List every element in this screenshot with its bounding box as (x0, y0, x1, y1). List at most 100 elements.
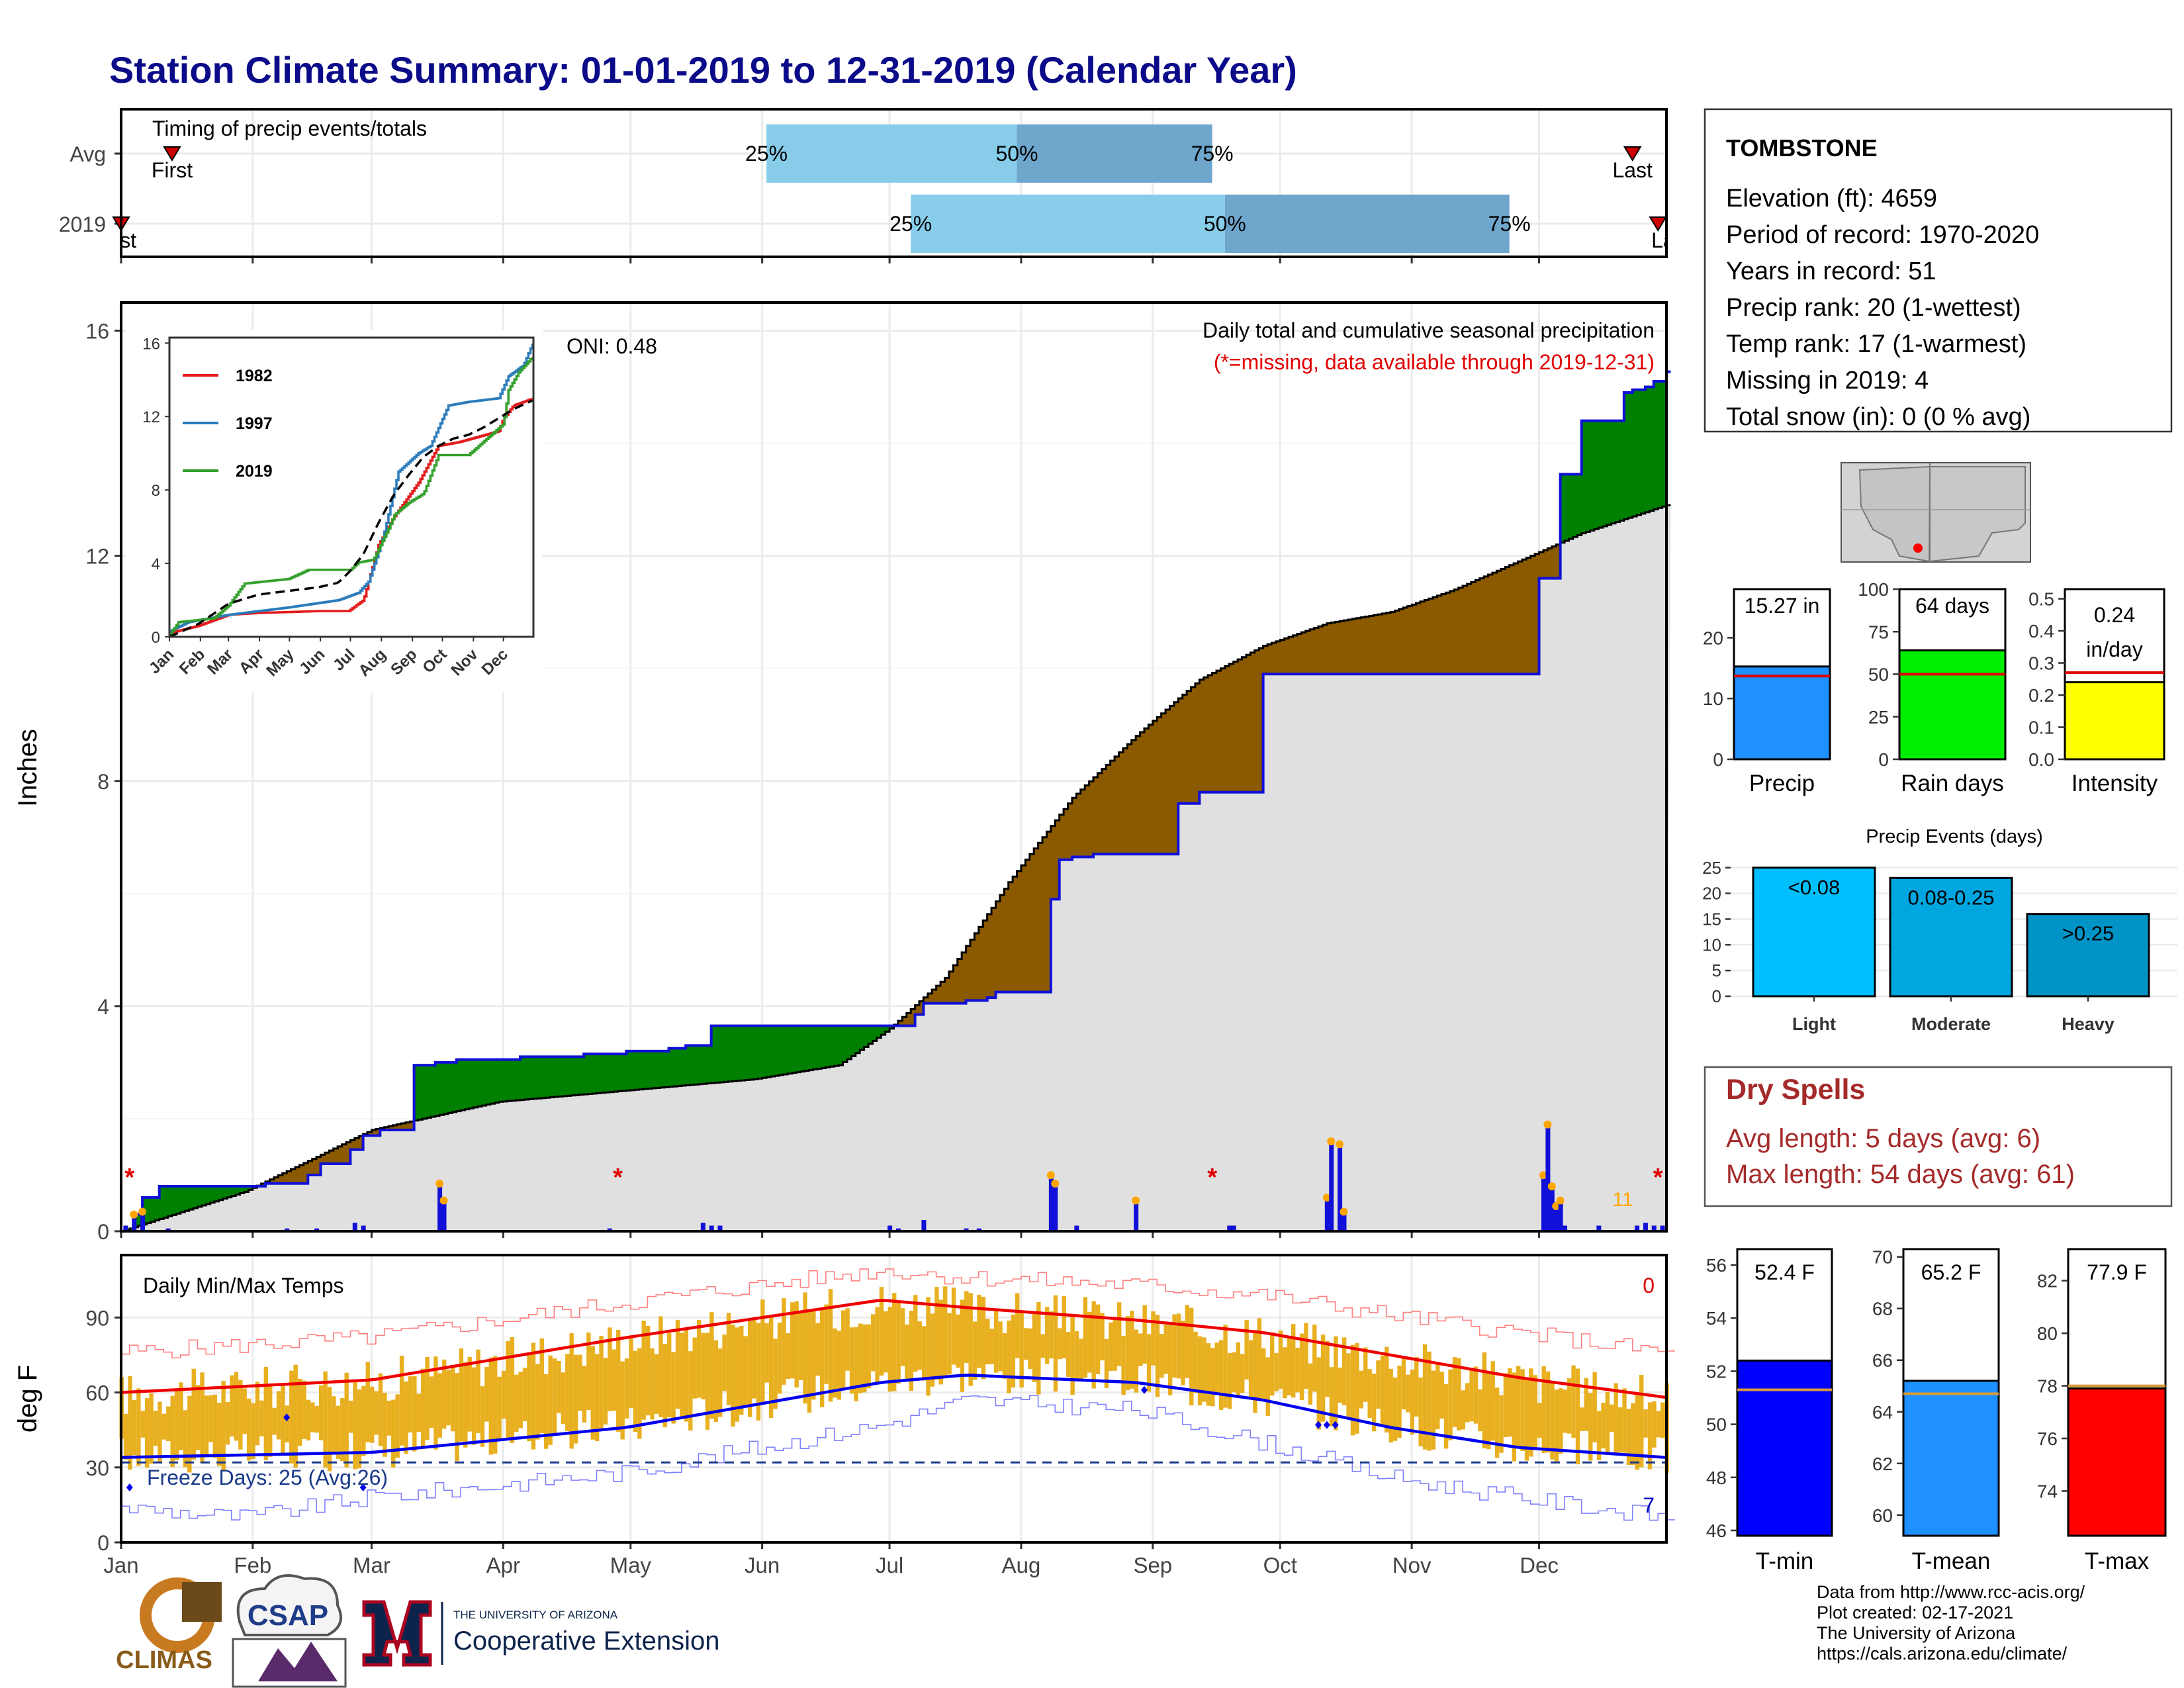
precip-event-bar-heavy (2026, 913, 2150, 998)
daily-precip-bar (895, 1228, 901, 1231)
daily-temp-bar (170, 1395, 175, 1468)
last-event-marker (1623, 146, 1642, 162)
daily-temp-bar (1392, 1377, 1398, 1441)
y-tick-label: 16 (85, 320, 109, 344)
daily-temp-bar (1626, 1409, 1631, 1466)
daily-temp-bar (1490, 1361, 1495, 1441)
daily-temp-bar (1452, 1357, 1457, 1427)
location-map (1841, 462, 2031, 563)
heavy-event-marker (138, 1207, 147, 1216)
daily-temp-bar (1545, 1371, 1551, 1453)
daily-temp-bar (993, 1311, 999, 1373)
record-high-count: 0 (1643, 1274, 1655, 1297)
y-tick-label: 0.1 (2028, 718, 2054, 738)
daily-temp-bar (896, 1301, 901, 1384)
panel-title: Daily Min/Max Temps (143, 1274, 343, 1297)
daily-precip-bar (1549, 1189, 1555, 1231)
y-tick-label: 76 (2037, 1429, 2058, 1449)
summary-bar-precip (1733, 665, 1831, 761)
x-tick-label: Sep (1133, 1553, 1172, 1577)
record-marker (283, 1413, 291, 1422)
legend-label: 1982 (236, 367, 273, 385)
daily-temp-bar (281, 1385, 285, 1456)
daily-temp-bar (1023, 1328, 1028, 1360)
y-tick-label: 75 (1868, 622, 1889, 642)
daily-temp-bar (608, 1327, 612, 1411)
daily-temp-bar (998, 1321, 1003, 1372)
daily-temp-bar (1036, 1301, 1041, 1395)
daily-temp-bar (866, 1324, 871, 1389)
daily-temp-bar (344, 1372, 349, 1468)
daily-temp-bar (1202, 1337, 1206, 1402)
daily-precip-bar (1329, 1144, 1334, 1231)
daily-temp-bar (1253, 1330, 1257, 1413)
daily-temp-bar (790, 1302, 795, 1379)
y-tick-label: 0.5 (2028, 589, 2054, 610)
daily-temp-bar (594, 1354, 600, 1442)
daily-temp-bar (557, 1360, 561, 1413)
daily-temp-bar (803, 1292, 807, 1404)
station-info-line: Total snow (in): 0 (0 % avg) (1726, 403, 2030, 431)
temp-value-label: 65.2 F (1921, 1260, 1981, 1284)
dry-spells-line: Avg length: 5 days (avg: 6) (1726, 1124, 2040, 1153)
daily-temp-bar (917, 1321, 922, 1370)
daily-temp-bar (1541, 1366, 1546, 1454)
daily-temp-bar (1520, 1369, 1525, 1451)
daily-temp-bar (1007, 1320, 1011, 1393)
daily-temp-bar (680, 1333, 684, 1417)
daily-temp-bar (1002, 1333, 1007, 1379)
daily-temp-bar (688, 1351, 693, 1431)
footer-line: https://cals.arizona.edu/climate/ (1817, 1644, 2068, 1664)
daily-temp-bar (1265, 1357, 1270, 1416)
daily-precip-bar (140, 1214, 146, 1231)
missing-data-marker: * (613, 1164, 623, 1192)
daily-temp-bar (1431, 1370, 1436, 1450)
y-tick-label: 78 (2037, 1376, 2058, 1397)
daily-temp-bar (293, 1364, 298, 1468)
daily-precip-bar (314, 1228, 320, 1231)
daily-temp-bar (1218, 1340, 1224, 1410)
missing-data-marker: * (1653, 1164, 1663, 1192)
annotation-count: 11 (1612, 1189, 1633, 1211)
x-tick-label: Mar (353, 1553, 390, 1577)
daily-temp-bar (369, 1386, 375, 1443)
daily-temp-bar (1563, 1389, 1567, 1433)
temp-bar-label: T-min (1756, 1548, 1814, 1574)
daily-temp-bar (1083, 1297, 1088, 1378)
daily-temp-bar (136, 1388, 141, 1466)
inset-series-line-2019 (169, 357, 534, 636)
daily-temp-bar (459, 1348, 464, 1442)
y-tick-label: 90 (85, 1306, 109, 1330)
daily-temp-bar (603, 1358, 608, 1425)
daily-temp-bar (1329, 1367, 1334, 1427)
daily-temp-bar (420, 1368, 426, 1448)
daily-temp-bar (938, 1299, 943, 1385)
quartile-bar-25-50 (766, 124, 1017, 183)
panel-title: Daily total and cumulative seasonal prec… (1203, 318, 1655, 342)
daily-temp-bar (332, 1396, 336, 1454)
daily-temp-bar (1197, 1336, 1203, 1405)
daily-precip-bar (976, 1228, 981, 1231)
daily-temp-bar (531, 1342, 536, 1450)
daily-temp-bar (527, 1354, 531, 1442)
daily-temp-bar (242, 1388, 247, 1434)
daily-temp-bar (612, 1349, 617, 1411)
last-event-marker (1649, 216, 1667, 232)
last-label: Last (1612, 158, 1653, 182)
logos: CLIMAS CSAP THE UNIVERSITY OF ARIZONA Coope… (116, 1574, 719, 1688)
daily-temp-bar (875, 1307, 880, 1383)
y-tick-label: 10 (1703, 688, 1723, 709)
daily-temp-bar (629, 1337, 633, 1409)
daily-temp-bar (1410, 1370, 1415, 1435)
daily-temp-bar (1181, 1321, 1185, 1385)
daily-temp-bar (964, 1291, 969, 1364)
daily-temp-bar (387, 1400, 392, 1436)
daily-temp-bar (1388, 1368, 1393, 1443)
precip-panel: * * * * 11 Daily total and cumulative seasona… (13, 301, 1671, 1244)
heavy-event-marker (1322, 1194, 1331, 1202)
daily-temp-bar (1070, 1315, 1075, 1395)
inset-background (126, 330, 543, 692)
daily-temp-bar (900, 1308, 905, 1366)
csap-logo-text: CSAP (248, 1599, 328, 1632)
